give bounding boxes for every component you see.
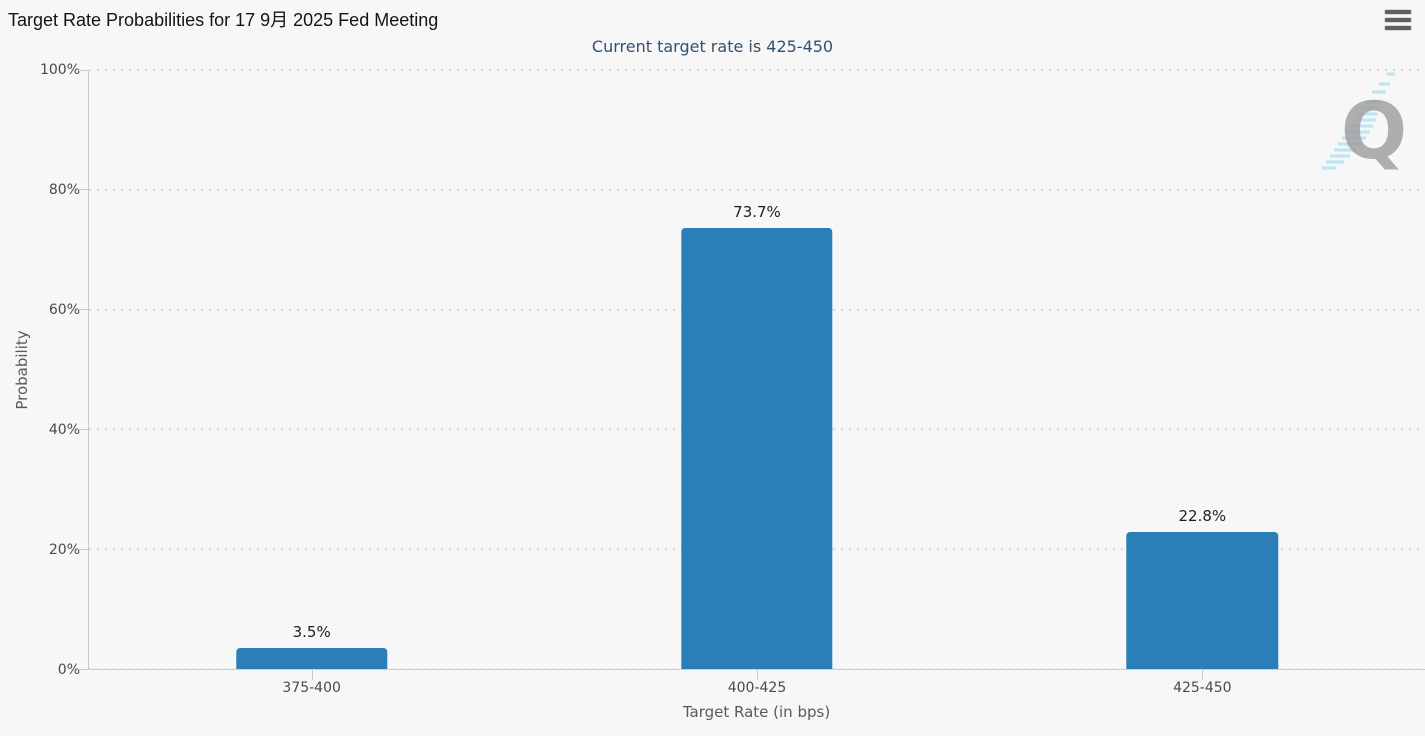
menu-bar <box>1385 10 1411 14</box>
y-axis-title: Probability <box>13 330 31 410</box>
plot-area: 3.5% 375-400 73.7% 400-425 22.8% 425-450 <box>78 69 1425 696</box>
chart-subtitle: Current target rate is 425-450 <box>591 37 834 56</box>
bar-value-label: 22.8% <box>1178 507 1227 526</box>
y-axis-tick <box>78 668 89 670</box>
y-axis-tick <box>78 189 89 191</box>
x-tick-label: 375-400 <box>282 680 341 696</box>
category-column: 3.5% 375-400 <box>89 70 534 696</box>
y-tick-label: 20% <box>48 542 80 558</box>
x-axis-title: Target Rate (in bps) <box>682 703 831 721</box>
probability-bar[interactable] <box>235 648 388 669</box>
y-tick-label: 60% <box>48 302 80 318</box>
y-tick-label: 0% <box>57 662 80 678</box>
hamburger-menu-icon[interactable] <box>1385 10 1411 30</box>
y-axis-tick <box>78 428 89 430</box>
probability-bar[interactable] <box>681 227 833 669</box>
y-tick-label: 80% <box>48 182 80 198</box>
bar-value-label: 3.5% <box>292 623 331 642</box>
x-axis-tick <box>311 670 313 680</box>
category-column: 73.7% 400-425 <box>534 70 979 696</box>
y-gridline <box>89 69 1425 71</box>
y-axis-tick <box>78 548 89 550</box>
probability-bar[interactable] <box>1126 532 1279 669</box>
chart-title: Target Rate Probabilities for 17 9月 2025… <box>8 10 439 30</box>
menu-bar <box>1385 18 1411 22</box>
x-tick-label: 425-450 <box>1173 680 1232 696</box>
x-tick-label: 400-425 <box>727 680 787 696</box>
y-gridline <box>89 668 1425 670</box>
y-axis-tick <box>78 69 89 71</box>
menu-bar <box>1385 26 1411 30</box>
y-tick-label: 100% <box>39 62 80 78</box>
x-axis-tick <box>756 670 758 680</box>
y-axis-tick <box>78 309 89 311</box>
bar-value-label: 73.7% <box>733 202 781 221</box>
x-axis-tick <box>1202 670 1204 680</box>
y-tick-label: 40% <box>48 422 80 438</box>
y-gridline <box>89 188 1425 191</box>
y-axis-labels: 0% 20% 40% 60% 80% 100% <box>0 62 80 678</box>
category-column: 22.8% 425-450 <box>980 70 1425 696</box>
